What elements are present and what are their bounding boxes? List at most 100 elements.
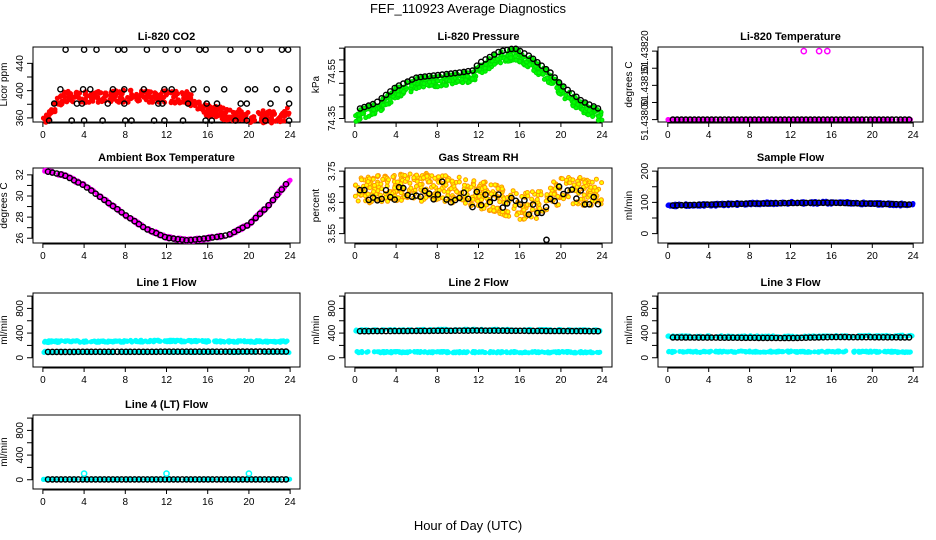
mean-data-point [88,348,95,356]
x-tick-label: 0 [40,130,46,141]
mean-data-point [70,348,78,356]
mean-data-point [521,327,528,335]
mean-data-point [755,200,763,207]
mean-data-point [525,211,533,218]
mean-data-point [265,348,273,355]
mean-data-point [200,476,208,483]
mean-data-point [49,169,56,176]
mean-data-point [273,86,281,93]
x-tick-label: 24 [908,130,920,141]
raw-data-point [378,181,384,187]
mean-data-point [469,67,476,74]
mean-data-point [794,199,801,207]
x-tick-label: 20 [555,251,567,262]
mean-data-point [101,196,108,204]
raw-data-point [88,92,94,98]
mean-data-point [699,201,707,208]
raw-data-point [540,71,546,77]
outlier-data-point [823,47,831,55]
mean-data-point [811,199,818,207]
raw-data-point [598,197,604,203]
x-tick-label: 20 [243,497,255,508]
mean-data-point [154,100,162,107]
mean-data-point [538,62,546,69]
mean-data-point [564,86,572,94]
raw-data-point [460,80,466,86]
raw-data-point [424,173,430,179]
mean-data-point [686,116,694,123]
mean-data-point [227,46,234,54]
raw-data-point [106,339,112,345]
mean-data-point [222,348,229,356]
mean-data-point [832,333,840,341]
raw-data-point [555,202,561,208]
y-tick-label: 51.43810 [640,64,651,106]
mean-data-point [399,327,407,335]
plot-box [657,46,924,123]
mean-data-point [114,205,121,213]
raw-data-point [452,349,458,355]
raw-data-point [415,349,421,354]
raw-data-point [247,338,253,344]
mean-data-point [888,200,896,208]
mean-data-point [87,86,94,93]
mean-data-point [285,86,293,93]
x-tick-label: 8 [123,375,129,386]
mean-data-point [121,100,128,107]
raw-data-point [128,338,134,344]
mean-data-point [764,116,771,123]
mean-data-point [534,327,541,335]
x-tick-label: 16 [202,251,214,262]
mean-data-point [871,333,879,341]
raw-data-point [832,349,838,355]
mean-data-point [202,117,209,124]
mean-data-point [516,327,524,335]
mean-data-point [235,476,242,483]
mean-data-point [858,333,866,341]
mean-data-point [213,100,221,107]
raw-data-point [170,337,176,343]
mean-data-point [538,209,546,217]
mean-data-point [802,334,810,342]
raw-data-point [468,184,474,190]
mean-data-point [109,86,117,93]
mean-data-point [248,218,255,226]
mean-data-point [568,327,576,335]
mean-data-point [772,116,780,123]
mean-data-point [594,327,602,335]
raw-data-point [593,176,599,182]
mean-data-point [412,327,420,335]
x-tick-label: 12 [473,130,485,141]
mean-data-point [734,116,741,123]
mean-data-point [161,476,169,483]
raw-data-point [385,198,391,204]
x-tick-label: 4 [393,375,399,386]
x-tick-label: 16 [826,375,838,386]
x-tick-label: 16 [514,130,526,141]
mean-data-point [682,116,690,123]
mean-data-point [875,116,883,123]
raw-data-point [535,349,541,355]
raw-data-point [445,177,451,183]
mean-data-point [807,116,814,123]
mean-data-point [443,327,450,335]
y-tick-label: 0 [327,355,338,361]
raw-data-point [780,349,786,355]
raw-data-point [739,348,745,354]
raw-data-point [680,349,686,355]
mean-data-point [888,333,896,341]
y-tick-label: 30 [15,190,26,202]
mean-data-point [200,235,208,242]
mean-data-point [708,334,715,341]
mean-data-point [285,100,293,107]
raw-data-point [851,349,857,355]
mean-data-point [704,334,711,341]
raw-data-point [371,189,376,195]
mean-data-point [573,327,580,335]
panel-title: Li-820 CO2 [138,31,195,43]
mean-data-point [888,116,896,123]
mean-data-point [508,327,515,335]
raw-data-point [257,111,263,117]
raw-data-point [417,181,423,187]
